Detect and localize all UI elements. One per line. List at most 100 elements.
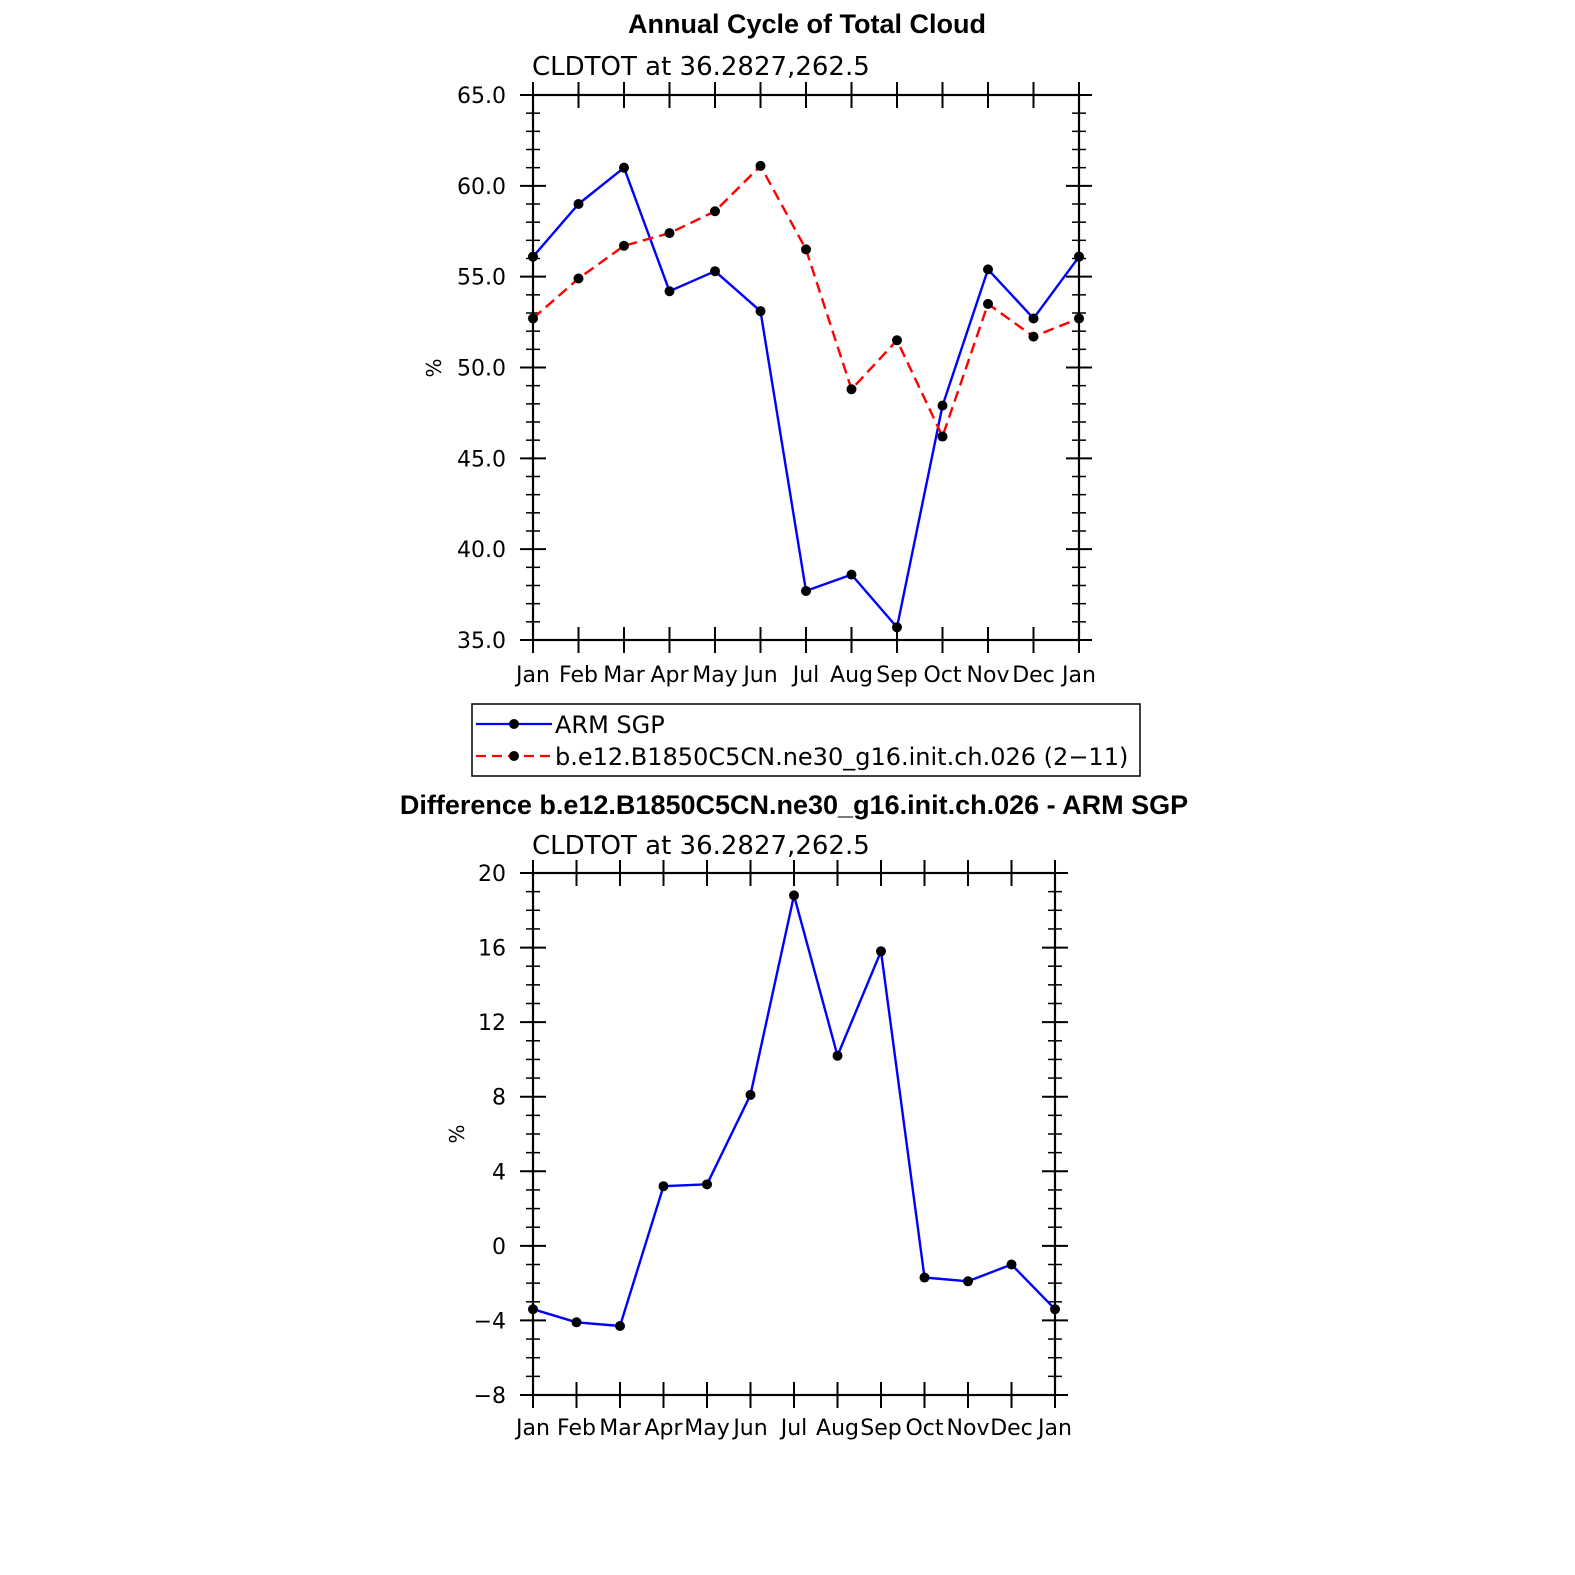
y-tick-label: 4 bbox=[492, 1160, 506, 1185]
plot-marks bbox=[528, 890, 1060, 1332]
x-tick-label: Feb bbox=[559, 663, 598, 688]
data-point-0 bbox=[876, 946, 886, 957]
data-point-1 bbox=[983, 298, 993, 309]
y-tick-label: −4 bbox=[474, 1309, 506, 1334]
data-point-0 bbox=[801, 585, 811, 596]
x-tick-label: Aug bbox=[816, 1416, 859, 1441]
data-point-0 bbox=[937, 400, 948, 411]
y-tick-label: 12 bbox=[478, 1011, 506, 1036]
data-point-0 bbox=[755, 306, 766, 317]
data-point-1 bbox=[1074, 313, 1084, 324]
data-point-0 bbox=[1006, 1259, 1017, 1270]
data-point-0 bbox=[615, 1321, 625, 1332]
y-tick-label: −8 bbox=[474, 1384, 506, 1409]
x-tick-label: Apr bbox=[644, 1416, 683, 1441]
data-point-0 bbox=[789, 890, 799, 901]
data-point-1 bbox=[619, 240, 629, 251]
x-tick-label: Oct bbox=[905, 1416, 943, 1441]
plot-frame: −8 −4 0 4 8 12 16 20 Jan Feb Mar Apr May Jun Jul Aug Sep… bbox=[474, 860, 1072, 1441]
data-point-1 bbox=[1028, 331, 1039, 342]
x-tick-label: Apr bbox=[650, 663, 689, 688]
data-point-0 bbox=[658, 1181, 669, 1192]
x-tick-label: Jul bbox=[791, 663, 820, 688]
y-tick-label: 65.0 bbox=[457, 84, 506, 109]
series-line-0 bbox=[532, 894, 1056, 1328]
y-tick-label: 20 bbox=[478, 862, 506, 887]
plot-frame: 35.0 40.0 45.0 50.0 55.0 60.0 65.0 Jan Feb Mar Apr… bbox=[457, 82, 1096, 688]
difference-chart: Difference b.e12.B1850C5CN.ne30_g16.init… bbox=[400, 790, 1188, 1441]
data-point-0 bbox=[571, 1317, 582, 1328]
x-tick-label: Oct bbox=[923, 663, 961, 688]
y-axis-label: % bbox=[445, 1124, 469, 1143]
x-tick-label: Jan bbox=[514, 1416, 550, 1441]
data-point-0 bbox=[1028, 313, 1039, 324]
x-tick-label: Jan bbox=[1036, 1416, 1072, 1441]
chart-title: Difference b.e12.B1850C5CN.ne30_g16.init… bbox=[400, 790, 1188, 820]
data-point-0 bbox=[919, 1272, 930, 1283]
y-tick-label: 40.0 bbox=[457, 538, 506, 563]
y-tick-label: 60.0 bbox=[457, 175, 506, 200]
plot-marks bbox=[528, 160, 1084, 633]
series-line-1 bbox=[532, 164, 1080, 438]
data-point-0 bbox=[1050, 1304, 1060, 1315]
x-tick-label: Feb bbox=[557, 1416, 596, 1441]
y-axis-label: % bbox=[422, 358, 446, 377]
data-point-1 bbox=[573, 273, 584, 284]
x-tick-label: Aug bbox=[830, 663, 873, 688]
x-tick-label: Jul bbox=[779, 1416, 808, 1441]
y-tick-label: 0 bbox=[492, 1235, 506, 1260]
data-point-0 bbox=[619, 162, 629, 173]
data-point-1 bbox=[892, 335, 902, 346]
data-point-1 bbox=[664, 228, 675, 239]
x-tick-label: Dec bbox=[1012, 663, 1055, 688]
x-tick-label: Nov bbox=[967, 663, 1010, 688]
data-point-1 bbox=[846, 384, 857, 395]
x-tick-label: Dec bbox=[990, 1416, 1033, 1441]
data-point-1 bbox=[528, 313, 538, 324]
data-point-0 bbox=[702, 1179, 712, 1190]
y-tick-label: 8 bbox=[492, 1086, 506, 1111]
plot-border bbox=[531, 93, 1081, 642]
chart-subtitle: CLDTOT at 36.2827,262.5 bbox=[532, 52, 870, 82]
chart-title: Annual Cycle of Total Cloud bbox=[628, 9, 986, 39]
data-point-0 bbox=[846, 569, 857, 580]
legend-box bbox=[471, 703, 1141, 777]
x-tick-label: Nov bbox=[947, 1416, 990, 1441]
data-point-0 bbox=[892, 622, 902, 633]
data-point-0 bbox=[832, 1050, 843, 1061]
data-point-0 bbox=[664, 286, 675, 297]
data-point-1 bbox=[801, 244, 811, 255]
legend: ARM SGP b.e12.B1850C5CN.ne30_g16.init.ch… bbox=[471, 703, 1141, 777]
y-tick-label: 55.0 bbox=[457, 266, 506, 291]
x-tick-label: Jan bbox=[514, 663, 550, 688]
x-tick-label: Jan bbox=[1060, 663, 1096, 688]
data-point-0 bbox=[1074, 251, 1084, 262]
data-point-0 bbox=[745, 1089, 756, 1100]
chart-subtitle: CLDTOT at 36.2827,262.5 bbox=[532, 831, 870, 861]
x-tick-label: Jun bbox=[731, 1416, 767, 1441]
legend-marker-model bbox=[509, 751, 519, 761]
x-tick-label: May bbox=[692, 663, 737, 688]
annual-cycle-chart: Annual Cycle of Total Cloud CLDTOT at 36… bbox=[422, 9, 1096, 688]
y-tick-label: 16 bbox=[478, 937, 506, 962]
y-tick-label: 35.0 bbox=[457, 629, 506, 654]
legend-marker-arm-sgp bbox=[509, 719, 519, 729]
y-tick-label: 50.0 bbox=[457, 357, 506, 382]
legend-label-arm-sgp: ARM SGP bbox=[555, 711, 665, 739]
data-point-0 bbox=[710, 266, 720, 277]
data-point-0 bbox=[528, 1304, 538, 1315]
x-tick-label: Sep bbox=[876, 663, 917, 688]
data-point-1 bbox=[937, 431, 948, 442]
plot-border bbox=[531, 871, 1057, 1397]
series-line-0 bbox=[532, 166, 1080, 629]
data-point-0 bbox=[528, 251, 538, 262]
x-tick-label: Jun bbox=[741, 663, 777, 688]
x-tick-label: Mar bbox=[599, 1416, 641, 1441]
data-point-0 bbox=[963, 1276, 973, 1287]
data-point-1 bbox=[710, 206, 720, 217]
x-tick-label: Sep bbox=[860, 1416, 901, 1441]
legend-label-model: b.e12.B1850C5CN.ne30_g16.init.ch.026 (2−… bbox=[555, 743, 1128, 771]
x-tick-label: Mar bbox=[603, 663, 645, 688]
data-point-0 bbox=[983, 264, 993, 275]
